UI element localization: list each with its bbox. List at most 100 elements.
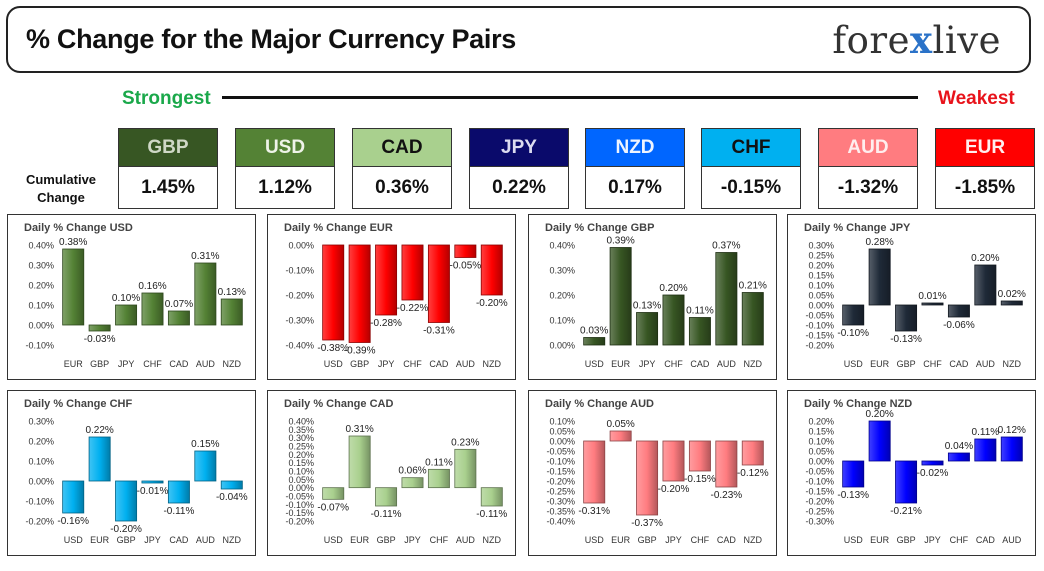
y-tick-label: 0.30% bbox=[808, 241, 834, 251]
bar bbox=[401, 477, 424, 489]
category-label: CHF bbox=[950, 535, 969, 545]
data-label: 0.31% bbox=[345, 424, 373, 435]
y-tick-label: 0.00% bbox=[808, 301, 834, 311]
data-label: -0.01% bbox=[137, 486, 169, 497]
bar bbox=[868, 420, 891, 462]
y-tick-label: -0.20% bbox=[805, 497, 834, 507]
category-label: GBP bbox=[897, 535, 916, 545]
category-label: CAD bbox=[169, 359, 189, 369]
currency-box: EUR -1.85% bbox=[935, 128, 1035, 209]
daily-change-cad-chart: -0.20%-0.15%-0.10%-0.05%0.00%0.05%0.10%0… bbox=[285, 417, 507, 546]
data-label: -0.39% bbox=[344, 346, 376, 357]
data-label: 0.11% bbox=[972, 427, 1000, 438]
y-tick-label: 0.00% bbox=[549, 341, 575, 351]
y-tick-label: -0.25% bbox=[805, 507, 834, 517]
currency-box: AUD -1.32% bbox=[818, 128, 918, 209]
data-label: -0.07% bbox=[317, 502, 349, 513]
y-tick-label: -0.05% bbox=[805, 467, 834, 477]
y-tick-label: -0.20% bbox=[546, 477, 575, 487]
category-label: USD bbox=[324, 535, 344, 545]
bar bbox=[194, 450, 217, 482]
category-label: GBP bbox=[117, 535, 136, 545]
bar bbox=[609, 430, 632, 442]
bar bbox=[220, 298, 243, 326]
bar bbox=[583, 337, 606, 346]
category-label: EUR bbox=[611, 359, 631, 369]
bar bbox=[688, 440, 711, 472]
data-label: -0.22% bbox=[397, 303, 429, 314]
category-label: CAD bbox=[429, 359, 449, 369]
category-label: NZD bbox=[1003, 359, 1022, 369]
y-tick-label: -0.10% bbox=[546, 457, 575, 467]
title-banner: % Change for the Major Currency Pairs fo… bbox=[6, 6, 1031, 73]
y-tick-label: 0.20% bbox=[808, 261, 834, 271]
category-label: USD bbox=[844, 359, 864, 369]
currency-value: -0.15% bbox=[702, 167, 800, 208]
data-label: 0.06% bbox=[398, 466, 426, 477]
data-label: -0.13% bbox=[890, 334, 922, 345]
y-tick-label: -0.15% bbox=[805, 487, 834, 497]
currency-box: CHF -0.15% bbox=[701, 128, 801, 209]
bar bbox=[974, 438, 997, 462]
bar bbox=[401, 244, 424, 301]
data-label: -0.20% bbox=[658, 484, 690, 495]
data-label: -0.21% bbox=[890, 506, 922, 517]
bar bbox=[194, 262, 217, 326]
data-label: 0.28% bbox=[865, 237, 893, 248]
bar bbox=[167, 310, 190, 326]
y-tick-label: 0.10% bbox=[28, 457, 54, 467]
y-tick-label: 0.20% bbox=[288, 450, 314, 460]
currency-code: CHF bbox=[702, 129, 800, 167]
category-label: CAD bbox=[169, 535, 189, 545]
category-label: CHF bbox=[403, 359, 422, 369]
bar bbox=[115, 480, 138, 522]
y-tick-label: 0.10% bbox=[808, 437, 834, 447]
y-tick-label: 0.40% bbox=[288, 417, 314, 427]
category-label: AUD bbox=[976, 359, 996, 369]
data-label: 0.37% bbox=[712, 241, 740, 252]
currency-box: USD 1.12% bbox=[235, 128, 335, 209]
category-label: USD bbox=[64, 535, 84, 545]
data-label: -0.16% bbox=[57, 516, 89, 527]
data-label: -0.28% bbox=[370, 318, 402, 329]
y-tick-label: 0.00% bbox=[808, 457, 834, 467]
category-label: CHF bbox=[143, 359, 162, 369]
bar bbox=[895, 304, 918, 332]
y-tick-label: 0.40% bbox=[549, 241, 575, 251]
data-label: -0.20% bbox=[476, 298, 508, 309]
category-label: JPY bbox=[665, 535, 682, 545]
bar bbox=[947, 452, 970, 462]
y-tick-label: 0.15% bbox=[808, 427, 834, 437]
y-tick-label: 0.30% bbox=[549, 266, 575, 276]
bar bbox=[427, 468, 450, 489]
bar bbox=[1000, 436, 1023, 462]
category-label: EUR bbox=[90, 535, 110, 545]
y-tick-label: 0.20% bbox=[808, 417, 834, 427]
bar bbox=[688, 317, 711, 346]
category-label: CHF bbox=[664, 359, 683, 369]
y-tick-label: 0.20% bbox=[28, 281, 54, 291]
chart-panel-chf: Daily % Change CHF -0.20% -0.10% 0.00% 0.10… bbox=[7, 390, 256, 556]
bar bbox=[636, 440, 659, 516]
data-label: -0.11% bbox=[476, 509, 507, 520]
y-tick-label: -0.20% bbox=[25, 517, 54, 527]
currency-code: USD bbox=[236, 129, 334, 167]
y-tick-label: 0.00% bbox=[28, 321, 54, 331]
category-label: CAD bbox=[717, 535, 737, 545]
y-tick-label: 0.25% bbox=[288, 442, 314, 452]
category-label: AUD bbox=[717, 359, 737, 369]
chart-title: Daily % Change AUD bbox=[545, 398, 655, 410]
category-label: USD bbox=[585, 359, 605, 369]
bar bbox=[348, 435, 371, 489]
data-label: -0.20% bbox=[110, 524, 142, 535]
data-label: -0.12% bbox=[737, 468, 769, 479]
currency-code: GBP bbox=[119, 129, 217, 167]
data-label: -0.38% bbox=[317, 343, 349, 354]
data-label: 0.13% bbox=[633, 301, 661, 312]
bar bbox=[115, 304, 138, 326]
data-label: 0.20% bbox=[971, 253, 999, 264]
category-label: GBP bbox=[90, 359, 109, 369]
data-label: 0.20% bbox=[865, 409, 893, 420]
currency-box: NZD 0.17% bbox=[585, 128, 685, 209]
y-tick-label: -0.35% bbox=[546, 507, 575, 517]
